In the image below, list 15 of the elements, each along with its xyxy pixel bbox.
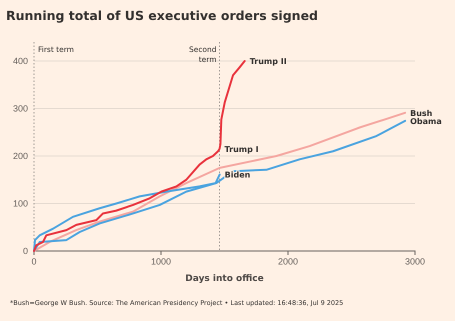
x-tick-label: 3000 <box>404 256 426 266</box>
chart-title: Running total of US executive orders signed <box>6 8 318 23</box>
annotation: Trump I <box>224 144 259 154</box>
y-tick-label: 100 <box>12 198 28 208</box>
x-tick-label: 0 <box>31 256 37 266</box>
y-tick-label: 300 <box>12 103 28 114</box>
annotation: Trump II <box>250 57 287 66</box>
series-label: Bush <box>410 108 433 118</box>
y-tick-label: 200 <box>12 150 28 161</box>
series-label: Obama <box>410 116 442 126</box>
x-axis-title: Days into office <box>185 274 264 284</box>
y-tick-label: 400 <box>12 56 28 66</box>
x-tick-label: 2000 <box>278 256 298 266</box>
x-tick-label: 1000 <box>150 256 172 266</box>
y-tick-label: 0 <box>22 246 28 256</box>
